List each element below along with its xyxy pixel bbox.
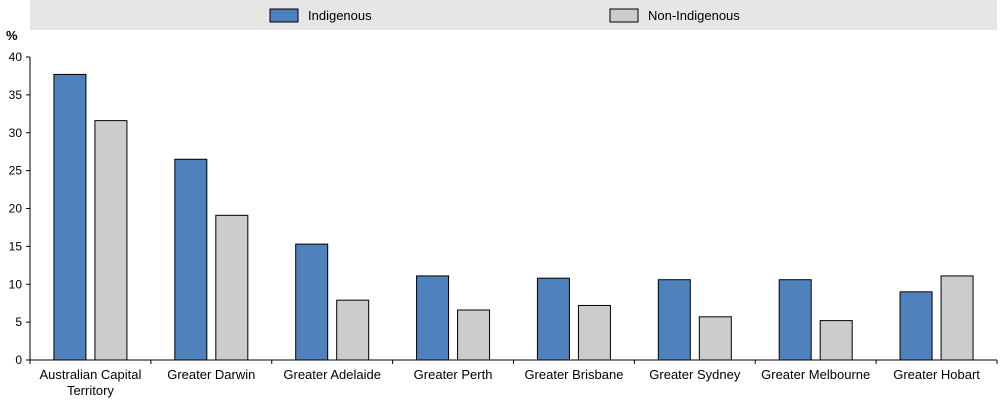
y-tick-label: 15 bbox=[9, 239, 23, 253]
bar-non-indigenous bbox=[336, 299, 370, 361]
bar-indigenous bbox=[174, 158, 208, 361]
x-tick-label: Australian Capital Territory bbox=[39, 367, 141, 398]
bar-indigenous bbox=[53, 73, 87, 361]
bar-non-indigenous bbox=[94, 120, 128, 361]
x-tick-label: Greater Darwin bbox=[167, 367, 255, 382]
y-tick-label: 30 bbox=[9, 126, 23, 140]
bar-indigenous bbox=[536, 277, 570, 361]
legend-swatch bbox=[269, 8, 299, 23]
y-tick-label: 5 bbox=[15, 315, 22, 329]
bar-non-indigenous bbox=[819, 320, 853, 361]
y-tick-label: 25 bbox=[9, 164, 23, 178]
x-tick-label: Greater Hobart bbox=[893, 367, 980, 382]
y-tick-label: 10 bbox=[9, 277, 23, 291]
legend-background bbox=[30, 0, 997, 30]
y-tick-label: 35 bbox=[9, 88, 23, 102]
bar-non-indigenous bbox=[940, 275, 974, 361]
y-tick-label: 20 bbox=[9, 202, 23, 216]
x-tick-label-line: Greater Melbourne bbox=[761, 367, 870, 382]
x-tick-label: Greater Brisbane bbox=[524, 367, 623, 382]
x-tick-label-line: Greater Darwin bbox=[167, 367, 255, 382]
x-tick-label-line: Greater Adelaide bbox=[283, 367, 381, 382]
y-axis-unit: % bbox=[6, 28, 18, 43]
bar-indigenous bbox=[778, 279, 812, 361]
x-axis: Australian Capital Territory Greater Darwi… bbox=[29, 359, 998, 398]
x-tick-label: Greater Melbourne bbox=[761, 367, 870, 382]
bar-non-indigenous bbox=[215, 214, 249, 361]
y-tick-label: 0 bbox=[15, 353, 22, 367]
y-tick-label: 40 bbox=[9, 50, 23, 64]
x-tick-label-line: Greater Perth bbox=[414, 367, 493, 382]
x-tick-label: Greater Adelaide bbox=[283, 367, 381, 382]
bar-indigenous bbox=[899, 291, 933, 361]
y-axis: 0 5 10 15 20 25 30 35 40 bbox=[9, 50, 31, 367]
legend-label: Non-Indigenous bbox=[648, 8, 740, 23]
bars bbox=[53, 73, 974, 361]
x-tick-label: Greater Perth bbox=[414, 367, 493, 382]
bar-non-indigenous bbox=[698, 316, 732, 361]
x-tick-label-line: Greater Sydney bbox=[649, 367, 741, 382]
x-tick-label-line: Territory bbox=[67, 383, 114, 398]
bar-indigenous bbox=[416, 275, 450, 361]
x-tick-label: Greater Sydney bbox=[649, 367, 741, 382]
x-tick-label-line: Greater Hobart bbox=[893, 367, 980, 382]
legend: Indigenous Non-Indigenous bbox=[269, 8, 740, 23]
bar-indigenous bbox=[657, 279, 691, 361]
bar-non-indigenous bbox=[577, 304, 611, 361]
bar-non-indigenous bbox=[457, 309, 491, 361]
bar-indigenous bbox=[295, 243, 329, 361]
legend-label: Indigenous bbox=[308, 8, 372, 23]
x-tick-label-line: Australian Capital bbox=[39, 367, 141, 382]
legend-swatch bbox=[609, 8, 639, 23]
x-tick-label-line: Greater Brisbane bbox=[524, 367, 623, 382]
